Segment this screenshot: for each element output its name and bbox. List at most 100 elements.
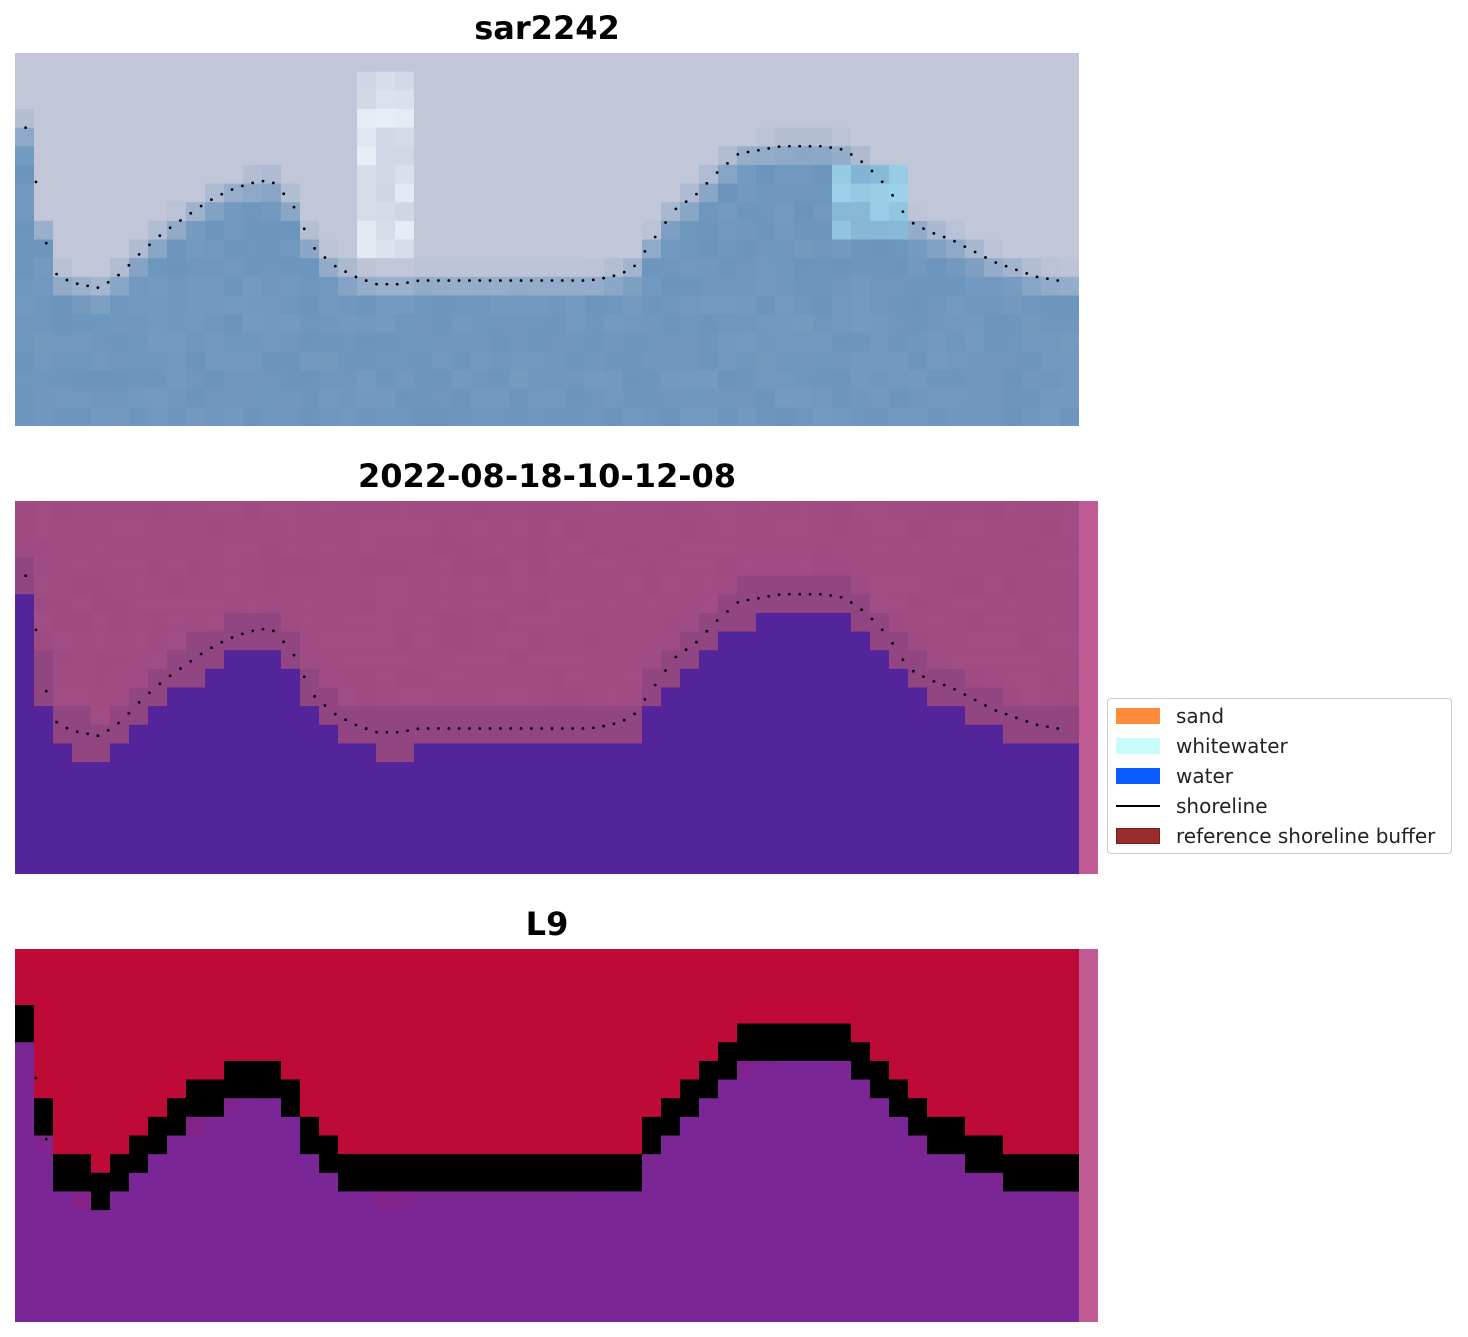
pixel-cell — [262, 1060, 282, 1081]
pixel-cell — [300, 1004, 320, 1025]
pixel-cell — [623, 762, 643, 782]
pixel-cell — [585, 1247, 605, 1267]
pixel-cell — [870, 780, 890, 800]
pixel-cell — [205, 762, 225, 782]
pixel-cell — [471, 818, 491, 838]
pixel-cell — [775, 388, 795, 408]
pixel-cell — [357, 1154, 377, 1174]
pixel-cell — [338, 612, 358, 633]
pixel-cell — [851, 1098, 871, 1118]
pixel-cell — [889, 1079, 909, 1099]
pixel-cell — [53, 706, 73, 726]
buffer-edge-strip — [1079, 501, 1098, 874]
pixel-cell — [262, 612, 282, 633]
pixel-cell — [1060, 575, 1080, 595]
pixel-cell — [471, 146, 491, 166]
pixel-cell — [794, 631, 814, 651]
pixel-cell — [148, 1079, 168, 1099]
pixel-cell — [756, 1154, 776, 1174]
pixel-cell — [262, 594, 282, 614]
pixel-cell — [699, 295, 719, 315]
pixel-cell — [642, 1154, 662, 1174]
pixel-cell — [15, 370, 35, 390]
pixel-cell — [471, 276, 491, 296]
pixel-cell — [110, 762, 130, 782]
pixel-cell — [585, 258, 605, 278]
pixel-cell — [737, 799, 757, 819]
pixel-cell — [72, 575, 92, 595]
pixel-cell — [186, 1004, 206, 1025]
pixel-cell — [91, 183, 111, 203]
pixel-cell — [376, 127, 396, 147]
pixel-cell — [395, 1004, 415, 1025]
pixel-cell — [357, 538, 377, 558]
pixel-cell — [680, 1284, 700, 1304]
pixel-cell — [927, 1303, 947, 1322]
shoreline-point — [622, 1166, 626, 1170]
pixel-cell — [908, 706, 928, 726]
pixel-cell — [1022, 1247, 1042, 1267]
pixel-cell — [357, 258, 377, 278]
pixel-cell — [851, 855, 871, 874]
pixel-cell — [414, 53, 434, 73]
pixel-cell — [319, 1060, 339, 1081]
pixel-cell — [528, 949, 548, 969]
pixel-cell — [205, 351, 225, 371]
pixel-cell — [870, 1154, 890, 1174]
pixel-cell — [680, 220, 700, 240]
pixel-cell — [737, 258, 757, 278]
pixel-cell — [547, 1247, 567, 1267]
pixel-cell — [680, 202, 700, 222]
pixel-cell — [338, 164, 358, 185]
pixel-cell — [927, 407, 947, 426]
pixel-cell — [718, 855, 738, 874]
pixel-cell — [832, 501, 852, 521]
pixel-cell — [281, 314, 301, 334]
pixel-cell — [414, 1228, 434, 1248]
pixel-cell — [547, 501, 567, 521]
pixel-cell — [15, 1172, 35, 1192]
pixel-cell — [243, 1023, 263, 1043]
pixel-cell — [623, 1284, 643, 1304]
pixel-cell — [623, 1004, 643, 1025]
shoreline-point — [798, 1040, 802, 1044]
pixel-cell — [262, 836, 282, 856]
pixel-cell — [756, 687, 776, 707]
pixel-cell — [205, 612, 225, 633]
pixel-cell — [1041, 220, 1061, 240]
pixel-cell — [528, 1172, 548, 1192]
pixel-cell — [965, 407, 985, 426]
pixel-cell — [471, 1098, 491, 1118]
pixel-cell — [756, 799, 776, 819]
pixel-cell — [471, 351, 491, 371]
pixel-cell — [110, 108, 130, 129]
pixel-cell — [205, 949, 225, 969]
shoreline-point — [633, 1160, 636, 1164]
shoreline-point — [901, 1106, 905, 1110]
pixel-cell — [756, 220, 776, 240]
pixel-cell — [357, 743, 377, 763]
pixel-cell — [699, 1266, 719, 1286]
pixel-cell — [680, 519, 700, 539]
pixel-cell — [167, 575, 187, 595]
pixel-cell — [870, 127, 890, 147]
pixel-cell — [680, 370, 700, 390]
pixel-cell — [34, 90, 54, 110]
pixel-cell — [547, 295, 567, 315]
pixel-cell — [205, 1210, 225, 1230]
pixel-cell — [965, 501, 985, 521]
pixel-cell — [300, 668, 320, 688]
pixel-cell — [167, 1284, 187, 1304]
shoreline-point — [468, 727, 471, 730]
pixel-cell — [813, 1079, 833, 1099]
pixel-cell — [965, 538, 985, 558]
pixel-cell — [452, 650, 472, 670]
pixel-cell — [908, 1060, 928, 1081]
pixel-cell — [604, 818, 624, 838]
pixel-cell — [243, 631, 263, 651]
pixel-cell — [927, 799, 947, 819]
shoreline-point — [932, 679, 936, 683]
pixel-cell — [148, 276, 168, 296]
pixel-cell — [585, 127, 605, 147]
pixel-cell — [547, 538, 567, 558]
